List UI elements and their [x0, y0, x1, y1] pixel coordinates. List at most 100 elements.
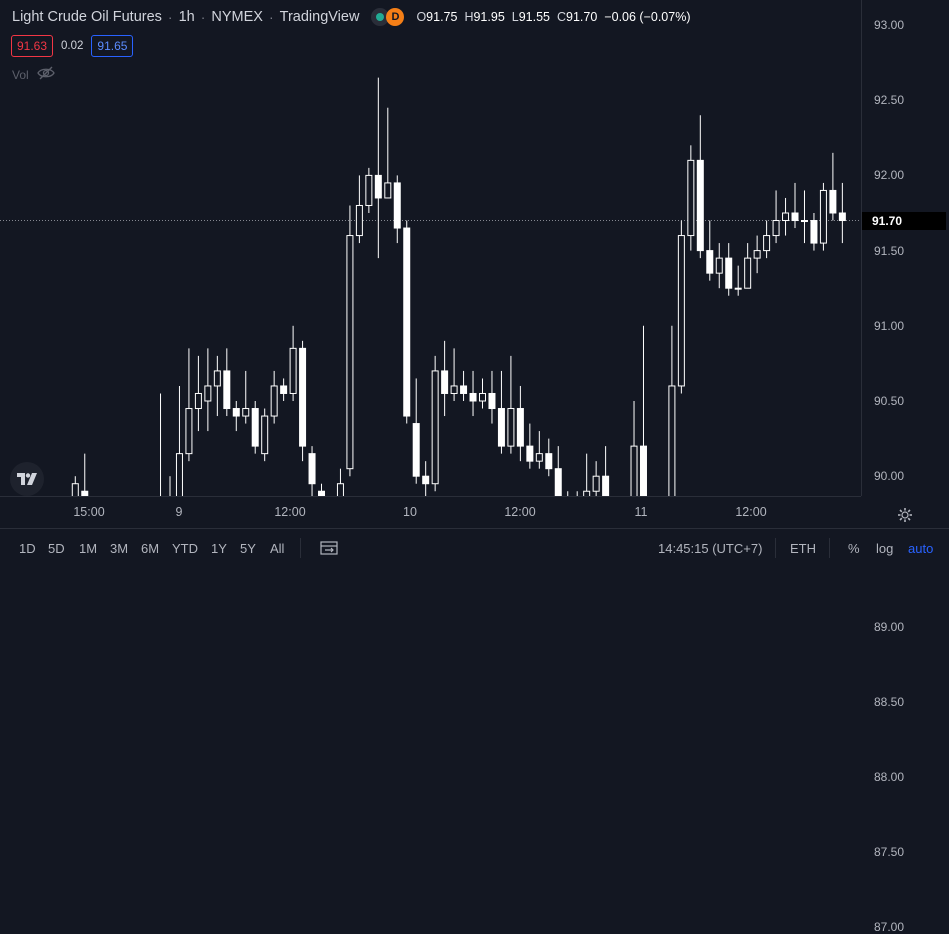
- market-open-icon[interactable]: [371, 8, 390, 26]
- candle: [810, 213, 818, 251]
- candle: [450, 348, 458, 401]
- symbol-title[interactable]: Light Crude Oil Futures: [12, 9, 162, 25]
- candle: [365, 167, 373, 213]
- price-tick-label: 91.50: [874, 243, 905, 258]
- candle: [412, 378, 420, 484]
- candle-body-down: [602, 475, 610, 496]
- price-tick-label: 88.50: [874, 694, 905, 709]
- candle: [734, 265, 742, 296]
- eye-hidden-icon[interactable]: [36, 66, 55, 83]
- chart-pane[interactable]: Light Crude Oil Futures · 1h · NYMEX · T…: [0, 0, 861, 496]
- candle-body-up: [715, 257, 723, 274]
- time-tick-label: 12:00: [274, 505, 306, 519]
- range-all-button[interactable]: All: [270, 541, 285, 556]
- price-tick-label: 87.00: [874, 920, 905, 934]
- candle: [393, 175, 401, 244]
- ask-button[interactable]: 91.65: [91, 35, 134, 57]
- candle: [355, 175, 363, 244]
- candle-body-up: [194, 392, 202, 410]
- range-1d-button[interactable]: 1D: [19, 541, 36, 556]
- candle: [639, 325, 647, 496]
- close-value: 91.70: [566, 10, 598, 24]
- candle-body-up: [270, 385, 278, 417]
- candle: [346, 205, 354, 477]
- candle: [602, 446, 610, 496]
- candle-body-up: [753, 250, 761, 259]
- time-scale[interactable]: 15:00 9 12:00 10 12:00 11 12:00: [0, 496, 861, 528]
- candle: [687, 145, 695, 251]
- range-6m-button[interactable]: 6M: [141, 541, 160, 556]
- time-tick-label: 12:00: [504, 505, 536, 519]
- candle: [185, 348, 193, 462]
- bid-button[interactable]: 91.63: [11, 35, 54, 57]
- candle-body-up: [242, 408, 250, 417]
- candle-body-down: [251, 408, 259, 447]
- candle: [81, 453, 89, 496]
- gear-icon[interactable]: [896, 506, 914, 529]
- toolbar-divider: [300, 538, 301, 558]
- candle: [403, 220, 411, 424]
- candle: [384, 107, 392, 199]
- clock-timezone[interactable]: 14:45:15 (UTC+7): [658, 541, 763, 556]
- low-value: 91.55: [518, 10, 550, 24]
- legend-separator: ·: [167, 9, 173, 25]
- candle-body-down: [526, 445, 534, 462]
- price-tick-label: 92.50: [874, 93, 905, 108]
- candle: [251, 401, 259, 454]
- price-scale[interactable]: 93.0092.5092.0091.5091.0090.5090.0089.50…: [861, 0, 949, 934]
- candle: [160, 393, 162, 496]
- candle-body-up: [346, 235, 354, 470]
- candle: [715, 243, 723, 289]
- price-tick-label: 87.50: [874, 845, 905, 860]
- candle-body-down: [829, 189, 837, 214]
- candle: [800, 190, 808, 244]
- interval-label[interactable]: 1h: [178, 9, 195, 25]
- candle-body-down: [469, 392, 477, 402]
- candle: [772, 190, 780, 244]
- candle-body-down: [706, 250, 714, 274]
- candle: [213, 355, 221, 417]
- range-ytd-button[interactable]: YTD: [172, 541, 198, 556]
- candle: [838, 182, 846, 244]
- candle-body-down: [393, 182, 401, 229]
- change-value: −0.06 (−0.07%): [604, 10, 691, 24]
- delayed-data-badge[interactable]: D: [386, 8, 405, 26]
- tradingview-logo-icon[interactable]: [10, 462, 44, 496]
- range-3m-button[interactable]: 3M: [110, 541, 129, 556]
- auto-scale-button[interactable]: auto: [908, 541, 934, 556]
- candle-body-down: [497, 408, 505, 447]
- bid-ask: 91.63 0.02 91.65: [11, 35, 134, 57]
- range-5y-button[interactable]: 5Y: [240, 541, 256, 556]
- candle-body-down: [232, 408, 240, 417]
- candle-body-up: [819, 189, 827, 244]
- candle: [753, 235, 761, 274]
- candle: [677, 220, 685, 394]
- candle: [318, 483, 326, 496]
- range-1m-button[interactable]: 1M: [79, 541, 98, 556]
- candle-body-down: [460, 385, 468, 394]
- candle-body-up: [384, 182, 392, 199]
- candle: [308, 446, 316, 496]
- candle: [497, 370, 505, 454]
- candle-body-down: [696, 159, 704, 252]
- range-5d-button[interactable]: 5D: [48, 541, 65, 556]
- candle: [829, 152, 837, 221]
- candle: [336, 468, 344, 496]
- candle-body-up: [592, 475, 600, 492]
- candle: [526, 423, 534, 469]
- candle-body-up: [744, 257, 752, 289]
- candle: [630, 401, 638, 496]
- range-1y-button[interactable]: 1Y: [211, 541, 227, 556]
- date-range-icon[interactable]: [320, 540, 338, 561]
- candlestick-chart[interactable]: [0, 0, 861, 496]
- percent-scale-button[interactable]: %: [848, 541, 860, 556]
- session-button[interactable]: ETH: [790, 541, 816, 556]
- market-status[interactable]: D: [371, 8, 405, 26]
- candle: [516, 385, 524, 462]
- candle-body-up: [450, 385, 458, 394]
- candle: [223, 348, 231, 417]
- candle: [431, 355, 439, 492]
- log-scale-button[interactable]: log: [876, 541, 894, 556]
- candle: [782, 197, 790, 236]
- candle-body-up: [261, 415, 269, 455]
